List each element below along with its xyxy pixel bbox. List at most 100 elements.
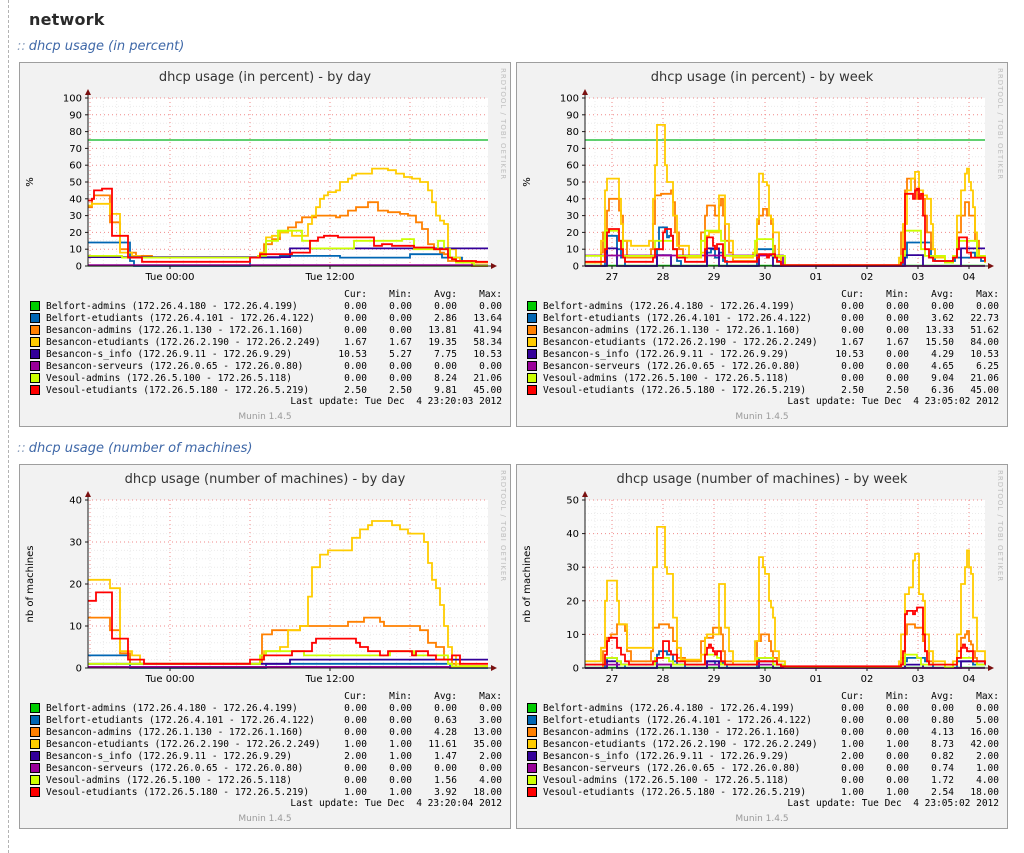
legend-swatch-vesoul-admins: [30, 775, 40, 785]
y-tick-label: 10: [566, 245, 579, 256]
legend-value-avg: 0.00: [434, 762, 457, 774]
y-tick-label: 70: [566, 144, 579, 155]
legend-value-max: 13.64: [473, 312, 502, 324]
legend-swatch-besancon-etudiants: [527, 337, 537, 347]
section-heading-machines: :: dhcp usage (number of machines): [17, 441, 1024, 456]
heading-prefix: ::: [17, 39, 26, 54]
legend-swatch-besancon-admins: [30, 325, 40, 335]
graph-title: dhcp usage (number of machines) - by day: [124, 472, 406, 487]
legend-value-cur: 2.00: [841, 750, 864, 762]
munin-version: Munin 1.4.5: [238, 412, 292, 422]
legend-value-cur: 0.00: [344, 714, 367, 726]
legend-value-max: 0.00: [976, 300, 999, 312]
legend-swatch-besancon-serveurs: [527, 763, 537, 773]
legend-swatch-belfort-etudiants: [527, 313, 537, 323]
legend-value-min: 0.00: [389, 762, 412, 774]
legend-swatch-belfort-etudiants: [30, 715, 40, 725]
munin-network-page: network :: dhcp usage (in percent) dhcp u…: [8, 0, 1024, 853]
legend-value-min: 0.00: [886, 774, 909, 786]
graph-legend: Cur: Min: Avg: Max: Belfort-admins (172.26.4…: [517, 688, 1007, 828]
legend-label: Belfort-etudiants (172.26.4.101 - 172.26…: [46, 312, 315, 324]
legend-value-cur: 0.00: [344, 300, 367, 312]
legend-value-min: 0.00: [886, 372, 909, 384]
y-tick-label: 40: [69, 194, 82, 205]
legend-swatch-belfort-admins: [527, 703, 537, 713]
legend-value-avg: 6.36: [931, 384, 954, 396]
legend-row-besancon-admins: Besancon-admins (172.26.1.130 - 172.26.1…: [20, 726, 510, 738]
y-tick-label: 90: [566, 110, 579, 121]
legend-row-besancon-s-info: Besancon-s_info (172.26.9.11 - 172.26.9.…: [517, 348, 1007, 360]
legend-value-max: 51.62: [970, 324, 999, 336]
legend-label: Besancon-etudiants (172.26.2.190 - 172.2…: [543, 738, 818, 750]
legend-value-min: 0.00: [389, 360, 412, 372]
last-update: Last update: Tue Dec 4 23:20:04 2012: [290, 798, 502, 809]
section-heading-percent: :: dhcp usage (in percent): [17, 39, 1024, 54]
legend-swatch-belfort-admins: [527, 301, 537, 311]
graph-row-machines: dhcp usage (number of machines) - by day…: [19, 464, 1024, 829]
x-tick-label: 02: [861, 674, 874, 685]
legend-row-vesoul-admins: Vesoul-admins (172.26.5.100 - 172.26.5.1…: [517, 774, 1007, 786]
legend-row-vesoul-admins: Vesoul-admins (172.26.5.100 - 172.26.5.1…: [20, 372, 510, 384]
graph-panel-dhcp-percent-by-day[interactable]: dhcp usage (in percent) - by day RRDTOOL …: [19, 62, 511, 427]
section-link-dhcp-machines[interactable]: dhcp usage (number of machines): [28, 441, 253, 456]
graph-panel-dhcp-machines-by-week[interactable]: dhcp usage (number of machines) - by wee…: [516, 464, 1008, 829]
legend-value-avg: 2.54: [931, 786, 954, 798]
legend-swatch-besancon-s-info: [527, 349, 537, 359]
legend-label: Vesoul-admins (172.26.5.100 - 172.26.5.1…: [543, 372, 789, 384]
y-tick-label: 10: [69, 622, 82, 633]
section-dhcp-percent: :: dhcp usage (in percent) dhcp usage (in…: [9, 39, 1024, 427]
graph-plot[interactable]: 0 10 20 30 40 Tue 00:00 Tue 12:00 nb of machine…: [20, 490, 508, 688]
legend-column-header-avg: Avg:: [434, 288, 457, 300]
y-tick-label: 50: [566, 496, 579, 507]
legend-row-vesoul-etudiants: Vesoul-etudiants (172.26.5.180 - 172.26.…: [20, 786, 510, 798]
graph-plot[interactable]: 0 10 20 30 40 50 60 70 80 90 100 Tue 00:00 Tue 12:00…: [20, 88, 508, 286]
y-axis-label: nb of machines: [25, 546, 36, 623]
legend-row-besancon-serveurs: Besancon-serveurs (172.26.0.65 - 172.26.…: [20, 762, 510, 774]
legend-row-besancon-s-info: Besancon-s_info (172.26.9.11 - 172.26.9.…: [20, 750, 510, 762]
legend-value-avg: 8.73: [931, 738, 954, 750]
legend-value-max: 22.73: [970, 312, 999, 324]
legend-label: Vesoul-etudiants (172.26.5.180 - 172.26.…: [543, 384, 807, 396]
x-tick-label: Tue 12:00: [304, 674, 354, 685]
legend-swatch-vesoul-admins: [527, 373, 537, 383]
legend-value-avg: 3.62: [931, 312, 954, 324]
legend-value-min: 0.00: [886, 714, 909, 726]
legend-value-max: 42.00: [970, 738, 999, 750]
last-update: Last update: Tue Dec 4 23:05:02 2012: [787, 798, 999, 809]
graph-legend: Cur: Min: Avg: Max: Belfort-admins (172.26.4…: [517, 286, 1007, 426]
legend-column-header-cur: Cur:: [344, 690, 367, 702]
legend-value-min: 0.00: [389, 774, 412, 786]
legend-swatch-besancon-serveurs: [30, 361, 40, 371]
section-link-dhcp-percent[interactable]: dhcp usage (in percent): [28, 39, 185, 54]
legend-value-max: 0.00: [479, 360, 502, 372]
legend-swatch-vesoul-etudiants: [527, 787, 537, 797]
legend-label: Besancon-serveurs (172.26.0.65 - 172.26.…: [543, 762, 801, 774]
graph-plot[interactable]: 0 10 20 30 40 50 27 28 29 30 01 02 03 04 nb of machine…: [517, 490, 1005, 688]
legend-value-cur: 0.00: [841, 324, 864, 336]
series-line-vesoul-admins: [88, 650, 488, 668]
legend-value-min: 0.00: [389, 714, 412, 726]
graph-panel-dhcp-percent-by-week[interactable]: dhcp usage (in percent) - by week RRDTOOL…: [516, 62, 1008, 427]
legend-label: Belfort-etudiants (172.26.4.101 - 172.26…: [543, 312, 812, 324]
legend-column-header-avg: Avg:: [434, 690, 457, 702]
legend-value-avg: 0.00: [434, 360, 457, 372]
legend-value-min: 1.00: [886, 786, 909, 798]
rrdtool-watermark: RRDTOOL / TOBI OETIKER: [996, 470, 1004, 583]
y-axis-label: nb of machines: [522, 546, 533, 623]
legend-row-besancon-s-info: Besancon-s_info (172.26.9.11 - 172.26.9.…: [20, 348, 510, 360]
legend-row-besancon-etudiants: Besancon-etudiants (172.26.2.190 - 172.2…: [517, 336, 1007, 348]
legend-value-max: 5.00: [976, 714, 999, 726]
graph-plot[interactable]: 0 10 20 30 40 50 60 70 80 90 100 27 28 29 30 01 02 03 04%: [517, 88, 1005, 286]
legend-value-cur: 1.00: [841, 738, 864, 750]
legend-swatch-besancon-admins: [527, 727, 537, 737]
legend-value-min: 0.00: [886, 312, 909, 324]
legend-value-min: 1.00: [886, 738, 909, 750]
x-tick-label: Tue 12:00: [304, 272, 354, 283]
y-tick-label: 20: [69, 228, 82, 239]
x-tick-label: 01: [810, 674, 823, 685]
legend-swatch-belfort-etudiants: [30, 313, 40, 323]
legend-label: Vesoul-admins (172.26.5.100 - 172.26.5.1…: [46, 774, 292, 786]
graph-panel-dhcp-machines-by-day[interactable]: dhcp usage (number of machines) - by day…: [19, 464, 511, 829]
legend-value-avg: 9.04: [931, 372, 954, 384]
legend-value-cur: 2.00: [344, 750, 367, 762]
